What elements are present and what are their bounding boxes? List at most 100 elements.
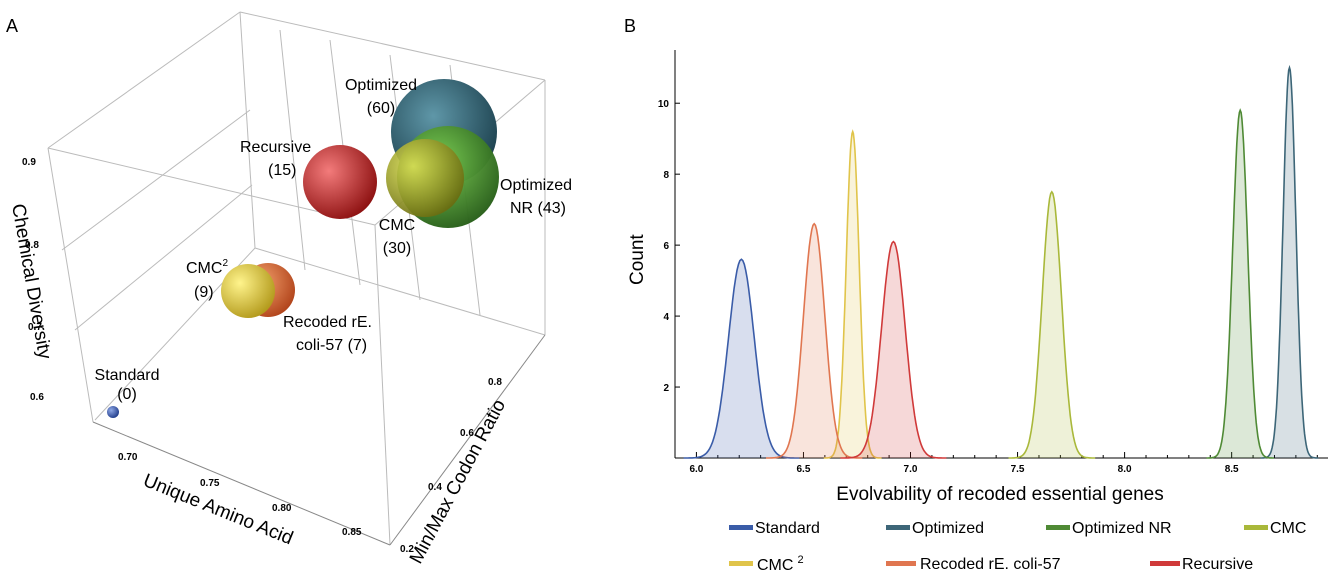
x-tick: 0.85: [342, 527, 362, 538]
legend-swatch: [729, 561, 753, 566]
x-ticks: 0.70 0.75 0.80 0.85: [118, 452, 362, 538]
label-optimized-nr: Optimized: [500, 177, 572, 194]
box-edge: [254, 247, 546, 336]
box-grid: [279, 29, 306, 271]
density-area-0: [683, 259, 800, 458]
legend-item-cmc: CMC: [1244, 520, 1306, 537]
label-standard: Standard: [95, 367, 160, 384]
y-tick: 0.4: [428, 482, 442, 493]
density-plot: 2 4 6 8 10 6.0 6.5 7.0 7.5 8.0 8.5: [658, 50, 1328, 475]
legend-swatch: [1046, 525, 1070, 530]
y-tick: 0.2: [400, 544, 414, 555]
x-tick-label-b: 8.5: [1225, 464, 1239, 475]
z-tick: 0.8: [25, 240, 39, 251]
legend-item-cmc2: CMC 2: [729, 554, 804, 572]
label-cmc: CMC: [379, 217, 415, 234]
legend-swatch: [1244, 525, 1268, 530]
legend-label: Standard: [755, 520, 820, 537]
legend-label: CMC 2: [757, 554, 804, 572]
panel-b-label: B: [624, 16, 636, 36]
bubble-standard: [107, 406, 119, 418]
bubble-cmc: [386, 139, 464, 217]
box-edge: [239, 11, 256, 249]
bubble-recursive: [303, 145, 377, 219]
x-tick-label-b: 6.0: [689, 464, 703, 475]
density-line-1: [1260, 64, 1319, 459]
box-edge: [47, 147, 94, 423]
legend-label: Optimized NR: [1072, 520, 1172, 537]
y-ticks: 0.2 0.4 0.6 0.8: [400, 377, 502, 555]
x-tick-label-b: 8.0: [1118, 464, 1132, 475]
density-line-6: [840, 240, 947, 459]
y-tick: 0.8: [488, 377, 502, 388]
label-recursive: Recursive: [240, 139, 311, 156]
box-edge: [47, 11, 241, 149]
density-area-6: [840, 241, 947, 458]
z-axis-label: Chemical Diversity: [7, 202, 55, 361]
legend-item-optimized: Optimized: [886, 520, 984, 537]
bubble-cmc2: [221, 264, 275, 318]
legend-label: Optimized: [912, 520, 984, 537]
label-standard-count: (0): [117, 386, 137, 403]
z-tick: 0.9: [22, 157, 36, 168]
label-cmc2-count: (9): [194, 284, 214, 301]
bubbles: [107, 79, 499, 418]
box-grid: [74, 184, 253, 331]
y-tick-label-b: 4: [663, 312, 669, 323]
y-tick-label-b: 2: [663, 383, 669, 394]
x-axis-label-b: Evolvability of recoded essential genes: [836, 484, 1163, 505]
y-tick-label-b: 10: [658, 99, 670, 110]
panel-a-label: A: [6, 16, 18, 36]
box-edge: [92, 421, 391, 546]
x-tick-label-b: 7.5: [1011, 464, 1025, 475]
legend-label: CMC: [1270, 520, 1306, 537]
label-optimized: Optimized: [345, 77, 417, 94]
y-tick-label-b: 6: [663, 241, 669, 252]
label-recursive-count: (15): [268, 162, 296, 179]
density-line-5: [766, 222, 863, 459]
box-edge: [374, 224, 391, 546]
label-recoded: Recoded rE.: [283, 314, 372, 331]
y-tick-label-b: 8: [663, 170, 669, 181]
box-grid: [61, 109, 251, 251]
legend-item-standard: Standard: [729, 520, 820, 537]
density-area-2: [1206, 110, 1274, 459]
z-tick: 0.7: [28, 322, 42, 333]
z-tick: 0.6: [30, 392, 44, 403]
x-tick: 0.75: [200, 478, 220, 489]
legend-label: Recoded rE. coli-57: [920, 556, 1061, 572]
y-axis-label: Min/Max Codon Ratio: [406, 396, 510, 567]
label-cmc-count: (30): [383, 240, 411, 257]
density-area-5: [766, 223, 863, 458]
label-recoded-count: coli-57 (7): [296, 337, 367, 354]
legend: Standard Optimized Optimized NR CMC CMC 2…: [729, 520, 1306, 572]
x-tick: 0.70: [118, 452, 138, 463]
density-area-4: [823, 131, 882, 458]
legend-swatch: [729, 525, 753, 530]
density-line-2: [1206, 108, 1274, 459]
density-line-0: [683, 258, 800, 459]
z-ticks: 0.6 0.7 0.8 0.9: [22, 157, 44, 403]
x-tick-label-b: 6.5: [797, 464, 811, 475]
legend-item-recursive: Recursive: [1150, 556, 1253, 572]
x-tick-label-b: 7.0: [904, 464, 918, 475]
box-edge: [239, 11, 546, 81]
label-optimized-nr-count: NR (43): [510, 200, 566, 217]
legend-item-recoded: Recoded rE. coli-57: [886, 556, 1061, 572]
density-line-4: [823, 129, 882, 459]
legend-item-optimized-nr: Optimized NR: [1046, 520, 1172, 537]
label-cmc2: CMC2: [186, 258, 228, 277]
density-area-1: [1260, 67, 1319, 458]
box-edge: [389, 334, 546, 546]
bubble-labels: Standard (0) CMC2 (9) Recoded rE. coli-5…: [95, 77, 573, 403]
label-optimized-count: (60): [367, 100, 395, 117]
y-tick: 0.6: [460, 428, 474, 439]
y-axis-label-b: Count: [627, 234, 648, 285]
legend-swatch: [886, 561, 916, 566]
density-area-3: [1008, 191, 1096, 458]
density-line-3: [1008, 190, 1096, 459]
legend-swatch: [1150, 561, 1180, 566]
legend-swatch: [886, 525, 910, 530]
legend-label: Recursive: [1182, 556, 1253, 572]
